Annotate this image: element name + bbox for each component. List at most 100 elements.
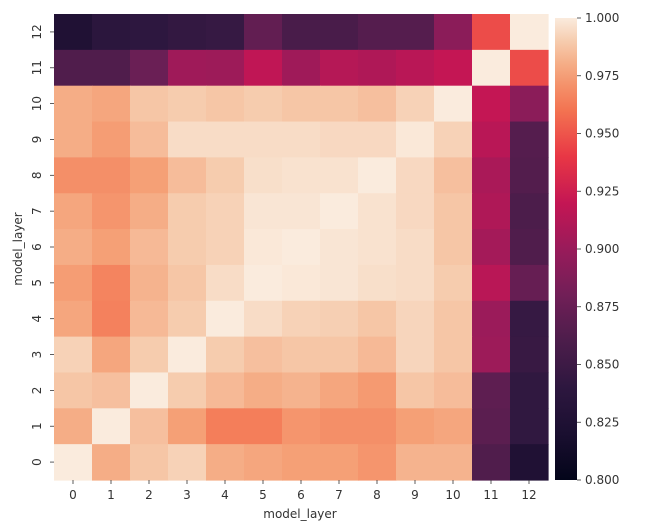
heatmap-cell [434, 444, 473, 481]
heatmap-cell [472, 157, 511, 194]
colorbar-tick-label: 0.850 [585, 358, 619, 372]
x-tick-label: 6 [297, 488, 305, 502]
heatmap-cell [54, 264, 93, 302]
heatmap-cell [92, 336, 131, 374]
colorbar-ticks: 0.800 0.825 0.850 0.875 0.900 0.925 0.950 0.975… [577, 11, 619, 487]
heatmap-cell [206, 157, 245, 194]
heatmap-cell [510, 14, 549, 51]
heatmap-cell [130, 85, 169, 123]
heatmap-cell [358, 300, 397, 338]
heatmap-cell [434, 14, 473, 51]
x-tick-label: 2 [145, 488, 153, 502]
heatmap-cell [510, 372, 549, 409]
y-tick-label: 6 [30, 243, 44, 251]
heatmap-cell [396, 408, 435, 445]
heatmap-cell [168, 85, 207, 123]
heatmap-cell [358, 372, 397, 409]
heatmap-cell [92, 121, 131, 158]
heatmap-cell [472, 408, 511, 445]
y-tick-label: 4 [30, 315, 44, 323]
heatmap-cell [320, 14, 359, 51]
heatmap-cell [92, 444, 131, 481]
heatmap-cell [434, 336, 473, 374]
heatmap-cell [54, 336, 93, 374]
heatmap-cell [434, 372, 473, 409]
heatmap-cell [54, 229, 93, 266]
heatmap-cell [434, 49, 473, 87]
heatmap-cell [244, 408, 283, 445]
heatmap-cell [244, 300, 283, 338]
heatmap-cell [396, 121, 435, 158]
heatmap-cell [168, 193, 207, 230]
y-tick-label: 8 [30, 171, 44, 179]
heatmap-cell [282, 14, 321, 51]
heatmap-cell [206, 121, 245, 158]
heatmap-cell [358, 193, 397, 230]
colorbar-tick-label: 0.875 [585, 300, 619, 314]
heatmap-cell [130, 444, 169, 481]
heatmap-cell [92, 85, 131, 123]
x-tick-label: 11 [483, 488, 498, 502]
heatmap-cell [244, 372, 283, 409]
x-axis-ticks: 0 1 2 3 4 5 6 7 8 9 10 11 12 [69, 480, 537, 502]
y-tick-label: 2 [30, 387, 44, 395]
heatmap-cell [510, 229, 549, 266]
heatmap-cell [244, 264, 283, 302]
heatmap-cell [92, 264, 131, 302]
heatmap-cell [168, 408, 207, 445]
y-tick-label: 10 [30, 96, 44, 111]
heatmap-cell [396, 49, 435, 87]
heatmap-cell [320, 157, 359, 194]
heatmap-cell [282, 336, 321, 374]
heatmap-cell [168, 444, 207, 481]
heatmap-cell [320, 408, 359, 445]
heatmap-cell [206, 229, 245, 266]
heatmap-cell [206, 300, 245, 338]
heatmap-cell [510, 49, 549, 87]
y-tick-label: 5 [30, 279, 44, 287]
heatmap-cell [320, 85, 359, 123]
x-tick-label: 10 [445, 488, 460, 502]
colorbar [555, 18, 577, 480]
heatmap-cell [282, 372, 321, 409]
heatmap-cell [282, 121, 321, 158]
heatmap-cell [92, 157, 131, 194]
heatmap-cell [396, 85, 435, 123]
heatmap-cell [168, 300, 207, 338]
heatmap-cell [472, 121, 511, 158]
heatmap-cell [282, 85, 321, 123]
heatmap-cell [54, 444, 93, 481]
heatmap-cell [244, 14, 283, 51]
heatmap-cell [320, 49, 359, 87]
heatmap-cell [320, 193, 359, 230]
heatmap-cell [358, 157, 397, 194]
heatmap-cell [510, 300, 549, 338]
heatmap-cell [282, 229, 321, 266]
colorbar-tick-label: 0.900 [585, 242, 619, 256]
heatmap-cell [130, 300, 169, 338]
heatmap-cells [54, 14, 549, 481]
heatmap-cell [244, 121, 283, 158]
heatmap-cell [54, 14, 93, 51]
heatmap-cell [168, 49, 207, 87]
heatmap-cell [472, 49, 511, 87]
heatmap-cell [130, 121, 169, 158]
heatmap-cell [472, 300, 511, 338]
heatmap-cell [320, 229, 359, 266]
y-tick-label: 9 [30, 136, 44, 144]
y-tick-label: 11 [30, 60, 44, 75]
heatmap-cell [92, 193, 131, 230]
heatmap-cell [130, 157, 169, 194]
heatmap-cell [206, 408, 245, 445]
x-tick-label: 5 [259, 488, 267, 502]
heatmap-cell [472, 193, 511, 230]
heatmap-cell [320, 444, 359, 481]
heatmap-cell [244, 157, 283, 194]
heatmap-cell [54, 193, 93, 230]
heatmap-cell [320, 300, 359, 338]
y-tick-label: 0 [30, 458, 44, 466]
heatmap-cell [358, 49, 397, 87]
heatmap-cell [54, 300, 93, 338]
heatmap-cell [54, 121, 93, 158]
colorbar-tick-label: 0.825 [585, 415, 619, 429]
